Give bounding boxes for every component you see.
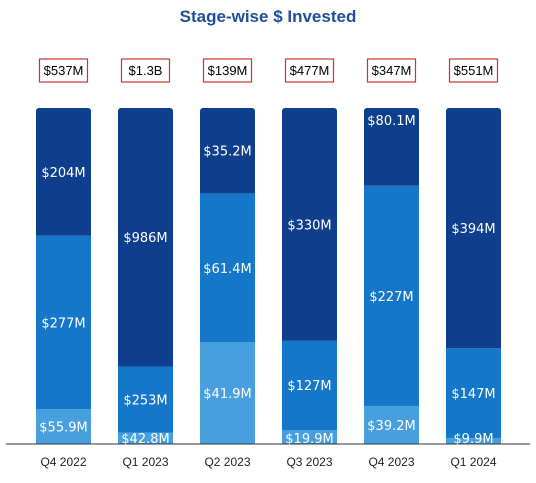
- segment-value-label: $42.8M: [121, 432, 169, 447]
- total-box: [202, 58, 253, 83]
- bar-segment: [36, 108, 91, 236]
- bar-segment: [446, 437, 501, 444]
- bar-segment: [282, 108, 337, 341]
- segment-value-label: $127M: [287, 379, 331, 394]
- x-tick-label: Q2 2023: [204, 455, 250, 469]
- segment-value-label: $55.9M: [39, 421, 87, 436]
- chart-title: Stage-wise $ Invested: [179, 7, 357, 26]
- total-box: [448, 58, 499, 83]
- x-tick-label: Q4 2023: [368, 455, 414, 469]
- segment-value-label: $39.2M: [367, 419, 415, 434]
- segment-value-label: $80.1M: [367, 114, 415, 129]
- bar-segment: [200, 342, 255, 444]
- x-tick-label: Q3 2023: [286, 455, 332, 469]
- bar-stack: [118, 108, 173, 444]
- total-value-label: $139M: [208, 63, 248, 78]
- segment-value-label: $277M: [41, 316, 85, 331]
- total-value-label: $477M: [290, 63, 330, 78]
- total-box: [284, 58, 335, 83]
- segment-value-label: $19.9M: [285, 432, 333, 447]
- segment-value-label: $330M: [287, 218, 331, 233]
- bar-segment: [446, 108, 501, 349]
- total-box: [366, 58, 417, 83]
- segment-value-label: $394M: [451, 222, 495, 237]
- bar-segment: [200, 193, 255, 343]
- segment-value-label: $253M: [123, 394, 167, 409]
- total-value-label: $551M: [454, 63, 494, 78]
- segment-value-label: $61.4M: [203, 262, 251, 277]
- labels-layer: $55.9M $277M $204M $537M Q4 2022 $42.8M $253M $…: [38, 58, 499, 469]
- segment-value-label: $9.9M: [453, 432, 493, 447]
- total-box: [38, 58, 89, 83]
- segment-value-label: $147M: [451, 387, 495, 402]
- bars-layer: [36, 108, 501, 444]
- x-tick-label: Q4 2022: [40, 455, 86, 469]
- bar-segment: [36, 409, 91, 444]
- x-tick-label: Q1 2023: [122, 455, 168, 469]
- bar-segment: [118, 432, 173, 444]
- bar-segment: [200, 108, 255, 194]
- total-value-label: $347M: [372, 63, 412, 78]
- segment-value-label: $227M: [369, 290, 413, 305]
- total-value-label: $537M: [44, 63, 84, 78]
- bar-segment: [282, 429, 337, 444]
- bar-segment: [446, 348, 501, 438]
- total-value-label: $1.3B: [129, 63, 163, 78]
- bar-stack: [282, 108, 337, 444]
- bar-segment: [118, 366, 173, 433]
- segment-value-label: $204M: [41, 166, 85, 181]
- bar-stack: [364, 108, 419, 444]
- segment-value-label: $41.9M: [203, 387, 251, 402]
- bar-stack: [200, 108, 255, 444]
- bar-stack: [36, 108, 91, 444]
- segment-value-label: $986M: [123, 231, 167, 246]
- bar-segment: [36, 235, 91, 410]
- bar-stack: [446, 108, 501, 444]
- total-box: [120, 58, 171, 83]
- x-tick-label: Q1 2024: [450, 455, 496, 469]
- bar-segment: [118, 108, 173, 367]
- segment-value-label: $35.2M: [203, 145, 251, 160]
- bar-segment: [364, 405, 419, 444]
- bar-segment: [364, 108, 419, 186]
- bar-segment: [364, 185, 419, 406]
- bar-segment: [282, 340, 337, 430]
